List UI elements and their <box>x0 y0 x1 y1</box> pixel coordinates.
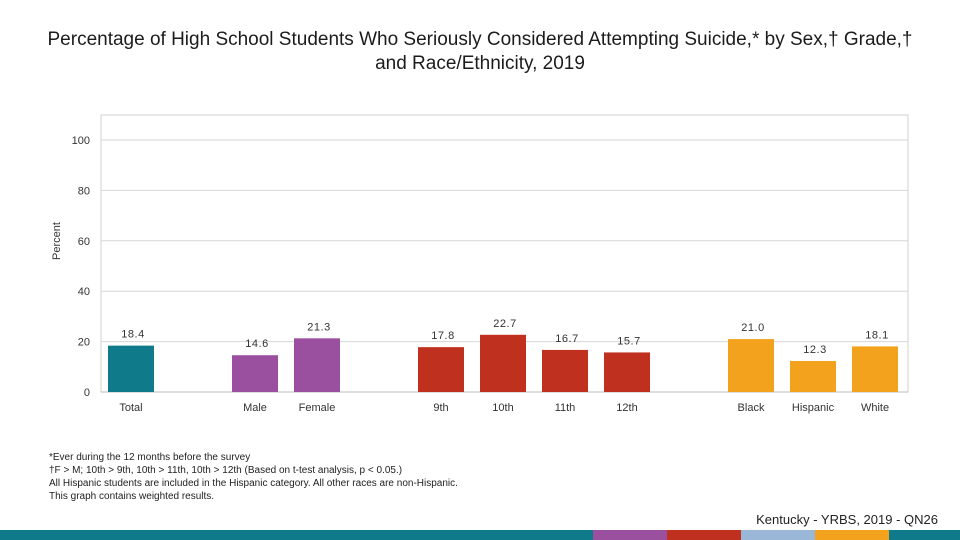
data-label: 15.7 <box>617 335 640 347</box>
x-tick-label: 10th <box>492 402 513 414</box>
data-label: 18.1 <box>865 329 888 341</box>
stripe-segment <box>667 530 741 540</box>
x-tick-label: 9th <box>433 402 448 414</box>
footnote: This graph contains weighted results. <box>49 491 215 502</box>
data-label: 17.8 <box>431 330 454 342</box>
x-tick-label: Female <box>299 402 336 414</box>
x-tick-label: 11th <box>555 402 576 414</box>
x-tick-label: Black <box>738 402 765 414</box>
bar-male <box>232 355 278 392</box>
bar-total <box>108 345 154 392</box>
x-tick-label: White <box>861 402 889 414</box>
stripe-segment <box>741 530 815 540</box>
y-tick-label: 40 <box>78 286 90 298</box>
source-credit: Kentucky - YRBS, 2019 - QN26 <box>756 512 938 527</box>
bar-hispanic <box>790 361 836 392</box>
footnotes: *Ever during the 12 months before the su… <box>49 451 749 503</box>
bar-9th <box>418 347 464 392</box>
data-label: 22.7 <box>493 318 516 330</box>
y-tick-label: 20 <box>78 337 90 349</box>
x-axis-labels: Total Male Female 9th 10th 11th 12th Black Hispa… <box>119 402 889 414</box>
bar-12th <box>604 352 650 392</box>
bars <box>108 334 898 392</box>
stripe-segment <box>593 530 667 540</box>
color-stripe <box>0 530 960 540</box>
y-tick-label: 80 <box>78 185 90 197</box>
x-tick-label: Total <box>119 402 142 414</box>
y-axis-ticks: 0 20 40 60 80 100 <box>72 135 90 399</box>
bar-black <box>728 339 774 392</box>
bar-white <box>852 346 898 392</box>
footnote: All Hispanic students are included in th… <box>49 478 458 489</box>
y-tick-label: 0 <box>84 387 90 399</box>
x-tick-label: Hispanic <box>792 402 835 414</box>
data-label: 21.0 <box>741 322 764 334</box>
data-label: 21.3 <box>307 321 330 333</box>
value-labels: 18.4 14.6 21.3 17.8 22.7 16.7 15.7 21.0 12.3 18.1 <box>121 318 888 356</box>
stripe-segment <box>0 530 593 540</box>
footnote: *Ever during the 12 months before the su… <box>49 452 251 463</box>
data-label: 14.6 <box>245 338 268 350</box>
y-tick-label: 100 <box>72 135 90 147</box>
bar-female <box>294 338 340 392</box>
data-label: 16.7 <box>555 333 578 345</box>
stripe-segment <box>889 530 960 540</box>
stripe-segment <box>815 530 889 540</box>
y-tick-label: 60 <box>78 236 90 248</box>
chart-title: Percentage of High School Students Who S… <box>47 29 913 74</box>
data-label: 18.4 <box>121 329 144 341</box>
footnote: †F > M; 10th > 9th, 10th > 11th, 10th > … <box>49 465 403 476</box>
y-axis-label: Percent <box>51 222 63 260</box>
x-tick-label: Male <box>243 402 267 414</box>
data-label: 12.3 <box>803 344 826 356</box>
x-tick-label: 12th <box>616 402 637 414</box>
bar-11th <box>542 349 588 392</box>
bar-10th <box>480 334 526 392</box>
